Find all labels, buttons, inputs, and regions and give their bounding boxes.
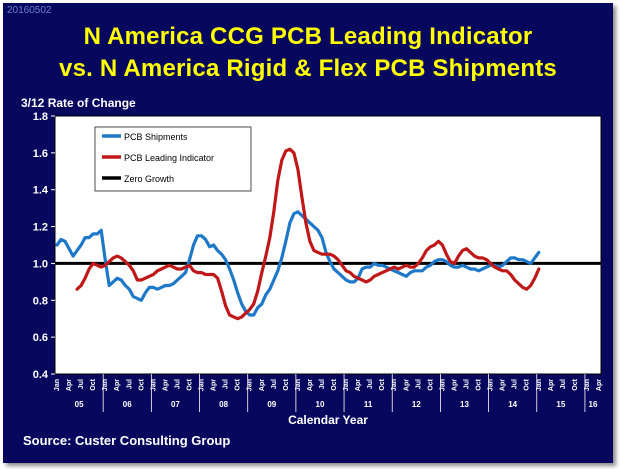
month-tick-label: Oct [186, 378, 193, 390]
month-tick-label: Jan [343, 379, 350, 391]
chart-title-line2: vs. N America Rigid & Flex PCB Shipments [59, 55, 557, 82]
month-tick-label: Oct [379, 378, 386, 390]
month-tick-label: Apr [259, 379, 266, 391]
y-tick-label: 0.6 [33, 332, 48, 344]
legend-label-shipments: PCB Shipments [124, 132, 188, 142]
legend: PCB Shipments PCB Leading Indicator Zero… [94, 126, 252, 192]
month-tick-label: Apr [211, 379, 218, 391]
year-label: 08 [219, 400, 228, 409]
y-axis-subtitle: 3/12 Rate of Change [21, 96, 136, 110]
year-label: 14 [508, 400, 517, 409]
year-label: 11 [364, 400, 373, 409]
month-tick-label: Oct [476, 378, 483, 390]
month-tick-label: Apr [114, 379, 121, 391]
month-tick-label: Jul [271, 379, 278, 389]
y-tick-label: 1.6 [33, 148, 48, 160]
y-axis-ticks: 0.4 0.6 0.8 1.0 1.2 1.4 1.6 1.8 [33, 111, 55, 381]
year-label: 13 [460, 400, 469, 409]
line-chart: 0.40.60.81.01.21.41.61.8 Jan Apr Jul Oct Jan… [33, 111, 603, 427]
month-tick-label: Apr [451, 379, 458, 391]
source-note: Source: Custer Consulting Group [23, 433, 231, 448]
y-tick-label: 1.8 [33, 111, 48, 123]
y-tick-label: 1.4 [33, 185, 49, 197]
year-label: 15 [556, 400, 565, 409]
year-label: 12 [412, 400, 421, 409]
month-tick-label: Jul [367, 379, 374, 389]
month-tick-label: Oct [90, 378, 97, 390]
month-tick-label: Oct [572, 378, 579, 390]
month-tick-label: Jul [415, 379, 422, 389]
month-tick-label: Apr [500, 379, 507, 391]
year-label: 10 [316, 400, 325, 409]
month-tick-label: Apr [66, 379, 73, 391]
legend-label-leading: PCB Leading Indicator [124, 153, 214, 163]
month-tick-label: Apr [307, 379, 314, 391]
month-tick-label: Jul [126, 379, 133, 389]
month-tick-label: Apr [162, 379, 169, 391]
month-tick-label: Jan [536, 379, 543, 391]
month-tick-label: Jul [512, 379, 519, 389]
month-tick-label: Jan [488, 379, 495, 391]
x-axis-ticks: Jan Apr Jul Oct Jan Apr Jul Oct Jan Apr Jul Oct Jan A… [54, 374, 603, 412]
month-tick-label: Jul [319, 379, 326, 389]
month-tick-label: Oct [524, 378, 531, 390]
legend-label-zero: Zero Growth [124, 174, 174, 184]
month-tick-label: Jan [439, 379, 446, 391]
month-tick-label: Jan [150, 379, 157, 391]
date-stamp: 20160502 [7, 5, 52, 16]
month-tick-label: Jan [247, 379, 254, 391]
month-tick-label: Jan [391, 379, 398, 391]
chart-panel: 20160502 N America CCG PCB Leading Indic… [3, 3, 613, 463]
month-tick-label: Jan [584, 379, 591, 391]
month-tick-label: Oct [235, 378, 242, 390]
year-label: 07 [171, 400, 180, 409]
month-tick-label: Apr [403, 379, 410, 391]
series-line-shipments [55, 210, 541, 317]
year-label: 05 [75, 400, 84, 409]
month-tick-label: Apr [596, 379, 603, 391]
month-tick-label: Apr [355, 379, 362, 391]
month-tick-label: Jul [464, 379, 471, 389]
series-line-leading-indicator [75, 147, 541, 321]
year-label: 16 [589, 400, 598, 409]
month-tick-label: Jan [199, 379, 206, 391]
plot-area [54, 115, 602, 375]
year-label: 06 [123, 400, 132, 409]
month-tick-label: Apr [548, 379, 555, 391]
series-layer [55, 147, 541, 321]
y-tick-label: 1.0 [33, 258, 48, 270]
y-tick-label: 0.8 [33, 295, 48, 307]
month-tick-label: Oct [331, 378, 338, 390]
y-tick-label: 0.4 [33, 369, 49, 381]
month-tick-label: Jul [223, 379, 230, 389]
month-tick-label: Jan [102, 379, 109, 391]
year-label: 09 [267, 400, 276, 409]
x-axis-label: Calendar Year [288, 413, 368, 427]
month-tick-label: Oct [427, 378, 434, 390]
month-tick-label: Jan [295, 379, 302, 391]
month-tick-label: Oct [283, 378, 290, 390]
month-tick-label: Jul [78, 379, 85, 389]
chart-title: N America CCG PCB Leading Indicator [83, 23, 533, 50]
y-tick-label: 1.2 [33, 222, 48, 234]
month-tick-label: Jul [174, 379, 181, 389]
month-tick-label: Jan [54, 379, 61, 391]
month-tick-label: Oct [138, 378, 145, 390]
month-tick-label: Jul [560, 379, 567, 389]
